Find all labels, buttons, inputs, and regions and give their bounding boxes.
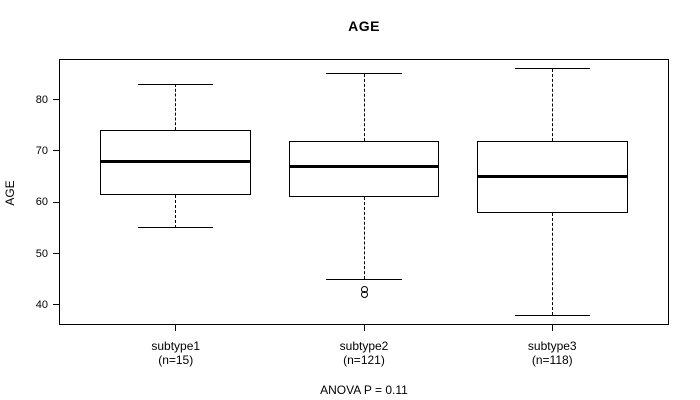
group-label: subtype3 (n=118) — [477, 339, 627, 367]
median-line — [100, 159, 252, 163]
y-tick-label: 80 — [35, 93, 48, 106]
outlier-point — [360, 291, 368, 299]
chart-title: AGE — [348, 18, 380, 34]
upper-whisker-cap — [138, 83, 214, 85]
upper-whisker-line — [363, 73, 365, 141]
y-tick-mark — [53, 304, 59, 306]
upper-whisker-line — [551, 68, 553, 141]
lower-whisker-line — [363, 197, 365, 280]
anova-footnote: ANOVA P = 0.11 — [320, 383, 408, 397]
y-tick-mark — [53, 99, 59, 101]
y-axis-label: AGE — [3, 180, 17, 206]
x-tick-mark — [363, 325, 365, 331]
y-tick-label: 40 — [35, 298, 48, 311]
group-sublabel-text: (n=118) — [531, 353, 573, 367]
group-label-text: subtype1 — [151, 339, 201, 353]
group-label-text: subtype2 — [339, 339, 389, 353]
upper-whisker-cap — [514, 68, 590, 70]
iqr-box — [288, 140, 440, 198]
lower-whisker-line — [551, 212, 553, 316]
group-label-text: subtype3 — [527, 339, 577, 353]
y-tick-mark — [53, 201, 59, 203]
y-tick-mark — [53, 253, 59, 255]
y-tick-label: 70 — [35, 144, 48, 157]
upper-whisker-line — [175, 84, 177, 131]
y-tick-mark — [53, 150, 59, 152]
x-tick-mark — [175, 325, 177, 331]
group-sublabel-text: (n=15) — [158, 353, 194, 367]
group-label: subtype2 (n=121) — [289, 339, 439, 367]
median-line — [288, 164, 440, 168]
lower-whisker-cap — [326, 278, 402, 280]
lower-whisker-line — [175, 194, 177, 228]
group-label: subtype1 (n=15) — [101, 339, 251, 367]
group-sublabel-text: (n=121) — [343, 353, 385, 367]
median-line — [476, 175, 628, 179]
upper-whisker-cap — [326, 73, 402, 75]
lower-whisker-cap — [514, 314, 590, 316]
lower-whisker-cap — [138, 227, 214, 229]
y-tick-label: 50 — [35, 247, 48, 260]
x-tick-mark — [551, 325, 553, 331]
y-tick-label: 60 — [35, 196, 48, 209]
